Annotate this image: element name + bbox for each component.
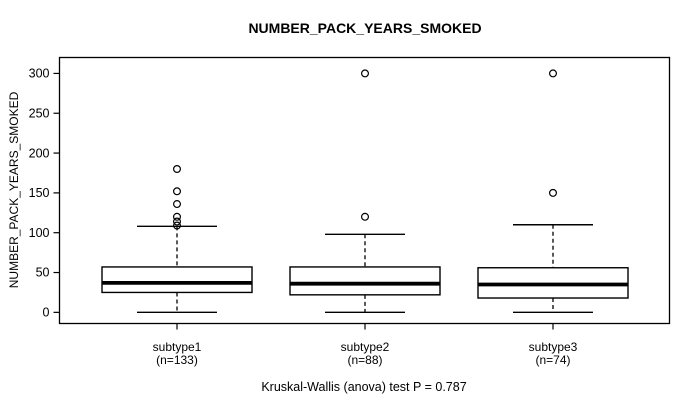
outlier-point [173,212,182,221]
outlier-point [548,188,557,197]
group-name: subtype2 [340,340,390,354]
y-tick-label: 100 [29,226,50,240]
iqr-box [289,266,441,296]
x-tick-label-group-2: subtype2 (n=88) [285,341,445,367]
y-tick-label: 200 [29,146,50,160]
y-tick-label: 150 [29,186,50,200]
outlier-point [173,200,182,209]
outlier-point [173,221,182,230]
y-tick-label: 250 [29,106,50,120]
chart-title: NUMBER_PACK_YEARS_SMOKED [248,20,482,36]
group-name: subtype3 [528,340,578,354]
outlier-point [361,69,370,78]
group-n: (n=88) [347,353,383,367]
iqr-box [101,266,253,294]
y-tick-label: 300 [29,67,50,81]
group-n: (n=133) [156,353,198,367]
group-name: subtype1 [152,340,202,354]
group-n: (n=74) [535,353,571,367]
y-tick-label: 50 [36,266,50,280]
outlier-point [548,69,557,78]
outlier-point [173,187,182,196]
outlier-point [361,212,370,221]
y-tick-label: 0 [43,306,50,320]
x-tick-label-group-3: subtype3 (n=74) [473,341,633,367]
x-tick-label-group-1: subtype1 (n=133) [97,341,257,367]
statistical-test-caption: Kruskal-Wallis (anova) test P = 0.787 [261,380,467,394]
outlier-point [173,164,182,173]
outlier-point [173,217,182,226]
